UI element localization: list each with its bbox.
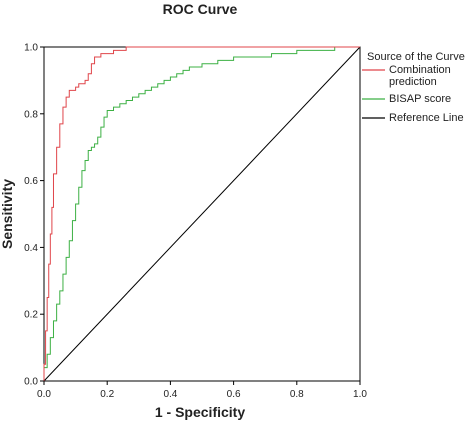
legend-title: Source of the Curve [367,51,465,63]
chart-title: ROC Curve [163,1,238,17]
series-line-reference-line [43,46,361,382]
legend-label: BISAP score [389,93,451,105]
legend-label: Combination [389,64,451,76]
x-tick-label: 0.0 [37,389,51,400]
y-tick-label: 0.6 [24,176,38,187]
x-axis-title: 1 - Specificity [155,404,245,420]
y-tick-label: 0.2 [24,310,38,321]
y-tick-label: 0.4 [24,243,38,254]
x-tick-label: 0.2 [100,389,114,400]
y-tick-label: 0.8 [24,109,38,120]
legend-item: BISAP score [362,93,451,105]
x-tick-label: 0.8 [290,389,304,400]
y-tick-label: 0.0 [24,377,38,388]
series-line-combination-prediction [43,46,360,381]
legend-label: prediction [389,76,437,88]
x-tick-label: 0.4 [163,389,177,400]
legend-item: Reference Line [362,112,464,124]
x-tick-label: 0.6 [227,389,241,400]
x-tick-label: 1.0 [353,389,367,400]
legend-label: Reference Line [389,112,464,124]
series-line-bisap-score [43,46,360,381]
series-layer [43,46,361,382]
y-tick-label: 1.0 [24,43,38,54]
ticks-layer: 0.0 0.2 0.4 0.6 0.8 1.0 0.0 0.2 0.4 0.6 0.8 1.0 [24,43,367,401]
y-axis-title: Sensitivity [0,179,15,249]
